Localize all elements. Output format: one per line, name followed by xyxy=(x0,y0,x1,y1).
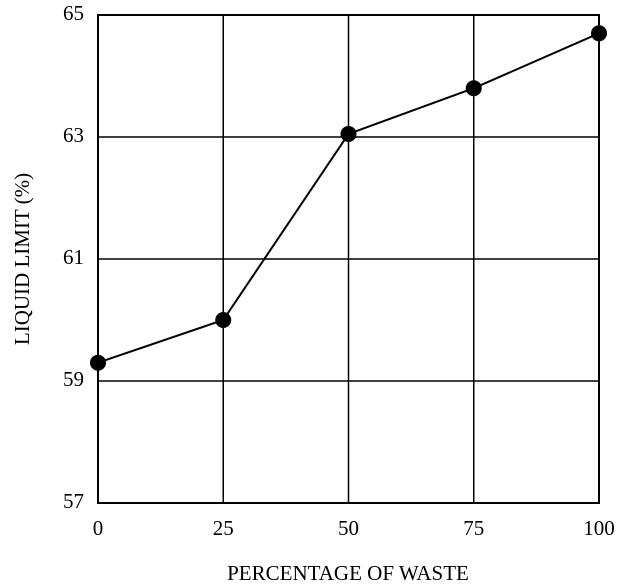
x-tick-label: 50 xyxy=(338,516,359,540)
y-tick-label: 63 xyxy=(63,123,84,147)
data-point xyxy=(340,125,357,142)
data-point xyxy=(90,354,106,371)
y-tick-label: 65 xyxy=(63,1,84,25)
x-tick-label: 100 xyxy=(583,516,615,540)
x-tick-label: 0 xyxy=(93,516,104,540)
x-tick-label: 75 xyxy=(463,516,484,540)
y-axis-title: LIQUID LIMIT (%) xyxy=(10,173,34,345)
x-tick-label: 25 xyxy=(213,516,234,540)
data-point xyxy=(465,80,482,97)
x-axis-title: PERCENTAGE OF WASTE xyxy=(227,561,469,585)
y-tick-label: 57 xyxy=(63,489,84,513)
y-tick-label: 59 xyxy=(63,367,84,391)
y-tick-label: 61 xyxy=(63,245,84,269)
data-point xyxy=(591,25,607,42)
data-point xyxy=(215,312,232,328)
